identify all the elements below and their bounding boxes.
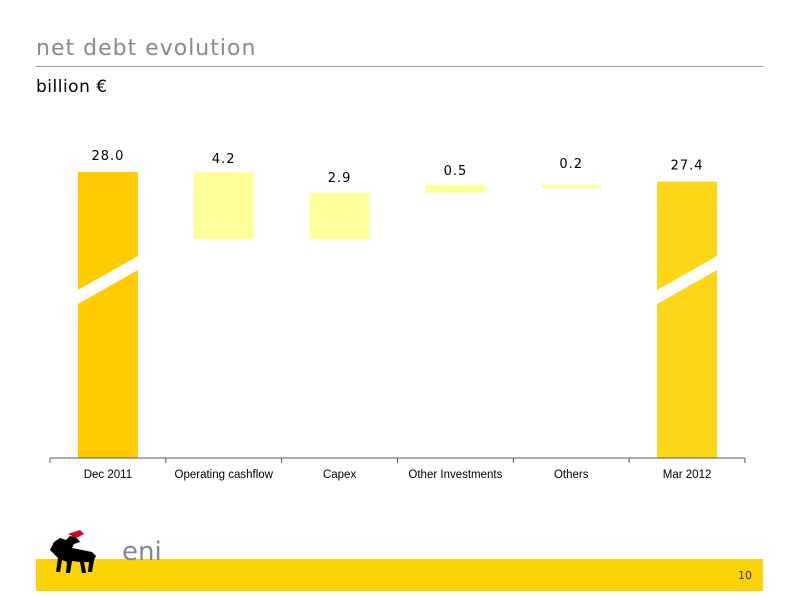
category-label-4: Others [554, 469, 589, 481]
value-label-2: 2.9 [328, 171, 352, 186]
eni-logo: eni [50, 530, 162, 573]
category-label-2: Capex [323, 469, 356, 481]
bar-2 [309, 192, 370, 240]
bar-4 [541, 184, 602, 188]
footer-bar [36, 559, 763, 591]
value-label-0: 28.0 [91, 149, 124, 164]
page-number: 10 [738, 569, 752, 582]
page-title: net debt evolution [36, 36, 257, 61]
value-label-3: 0.5 [444, 164, 468, 179]
value-label-1: 4.2 [212, 152, 236, 167]
logo-wordmark: eni [122, 537, 162, 567]
category-label-0: Dec 2011 [84, 469, 132, 481]
bar-3 [425, 184, 486, 193]
value-label-4: 0.2 [559, 157, 583, 172]
axis-break-mark-0 [77, 256, 138, 304]
value-label-5: 27.4 [671, 159, 704, 174]
bar-1 [193, 172, 254, 240]
bar-0 [77, 172, 138, 458]
title-divider [36, 66, 763, 67]
axis-break-mark-5 [657, 256, 718, 304]
category-label-3: Other Investments [408, 469, 502, 481]
category-label-1: Operating cashflow [175, 469, 274, 481]
waterfall-chart: 28.0 Dec 2011 4.2 Operating cashflow 2.9 Cape… [49, 149, 746, 481]
bar-5 [657, 181, 718, 458]
category-label-5: Mar 2012 [663, 469, 712, 481]
page-subtitle: billion € [36, 77, 108, 97]
